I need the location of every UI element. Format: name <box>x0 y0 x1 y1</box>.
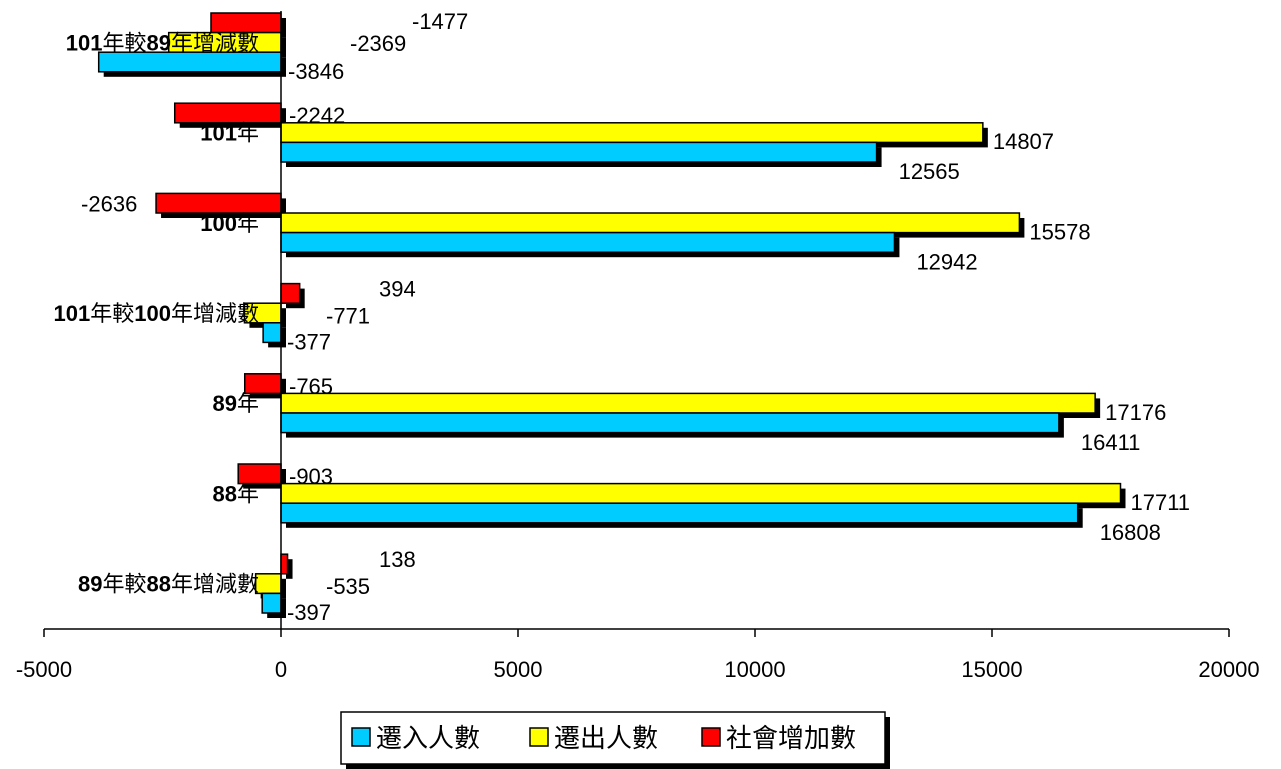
category-label: 89年 <box>213 391 260 416</box>
bar-moved-out <box>280 122 984 144</box>
bar-shadow <box>286 559 293 579</box>
bar-moved-in <box>261 592 282 614</box>
bar-moved-out <box>254 573 282 595</box>
legend-swatch <box>351 727 371 747</box>
value-label-social-increase: -765 <box>289 374 333 399</box>
category-label: 101年 <box>200 121 259 146</box>
value-label-social-increase: -2636 <box>81 191 137 216</box>
bar-moved-in <box>280 231 896 253</box>
legend-label: 遷入人數 <box>376 723 480 753</box>
x-tick-label: 20000 <box>1198 657 1259 682</box>
x-tick-label: 10000 <box>724 657 785 682</box>
legend-swatch <box>701 727 721 747</box>
value-label-moved-out: -2369 <box>350 31 406 56</box>
category-labels-layer: 101年較89年增減數 101年 100年 101年較100年增減數 89年 88年 89年… <box>54 30 259 596</box>
value-label-moved-out: -771 <box>326 304 370 329</box>
value-label-moved-in: 16808 <box>1100 520 1161 545</box>
value-label-moved-in: -3846 <box>288 59 344 84</box>
value-label-moved-out: -535 <box>326 574 370 599</box>
bar-moved-in <box>280 141 878 163</box>
value-label-social-increase: -2242 <box>289 103 345 128</box>
bar-moved-out <box>280 482 1122 504</box>
category-label: 101年較100年增減數 <box>54 301 259 326</box>
x-tick-label: -5000 <box>16 657 72 682</box>
x-tick-label: 15000 <box>961 657 1022 682</box>
value-label-moved-in: 12942 <box>916 249 977 274</box>
legend-label: 社會增加數 <box>726 723 856 753</box>
bar-moved-out <box>280 212 1021 234</box>
bar-social-increase <box>280 282 301 304</box>
legend-label: 遷出人數 <box>554 723 658 753</box>
value-label-social-increase: 394 <box>379 277 416 302</box>
bar-moved-in <box>280 412 1060 434</box>
value-label-moved-out: 17176 <box>1105 400 1166 425</box>
category-label: 101年較89年增減數 <box>66 30 259 55</box>
x-tick-label: 5000 <box>494 657 543 682</box>
value-label-social-increase: -903 <box>289 464 333 489</box>
x-axis: -5000 0 5000 10000 15000 20000 <box>16 11 1260 682</box>
value-label-moved-in: 12565 <box>899 159 960 184</box>
x-tick-label: 0 <box>275 657 287 682</box>
value-label-moved-in: 16411 <box>1081 430 1141 455</box>
legend-box <box>340 711 886 765</box>
bar-social-increase <box>280 553 289 575</box>
value-labels-layer: -1477-2369-3846 -2242 14807 12565 -2636 15578… <box>81 9 1190 625</box>
category-label: 88年 <box>213 481 260 506</box>
value-label-moved-out: 17711 <box>1131 490 1191 515</box>
value-label-moved-in: -377 <box>287 330 331 355</box>
legend-swatch <box>529 727 549 747</box>
category-label: 100年 <box>200 211 259 236</box>
bar-moved-out <box>280 392 1096 414</box>
bars-layer <box>97 12 1126 618</box>
bar-moved-in <box>280 502 1079 524</box>
value-label-moved-out: 15578 <box>1029 219 1090 244</box>
bar-moved-in <box>262 322 282 344</box>
category-label: 89年較88年增減數 <box>78 572 259 597</box>
legend: 遷入人數 遷出人數 社會增加數 <box>340 711 890 769</box>
value-label-moved-out: 14807 <box>993 129 1054 154</box>
value-label-moved-in: -397 <box>287 600 331 625</box>
value-label-social-increase: 138 <box>379 547 416 572</box>
value-label-social-increase: -1477 <box>412 9 468 34</box>
